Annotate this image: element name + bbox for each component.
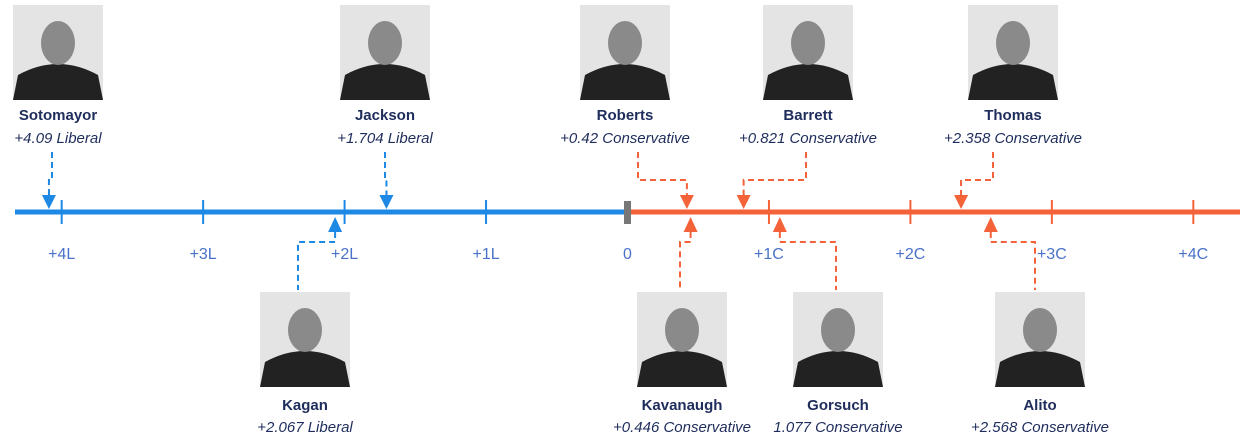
justice-name: Kagan (282, 397, 328, 414)
portrait-head (368, 21, 402, 65)
justice-score: 1.077 Conservative (773, 419, 902, 436)
tick-label: +4L (48, 246, 75, 263)
tick-label: +2L (331, 246, 358, 263)
justice-score: +4.09 Liberal (14, 130, 102, 147)
connector (680, 232, 691, 290)
portrait (13, 5, 103, 100)
justice-score: +0.446 Conservative (613, 419, 751, 436)
justice-score: +2.067 Liberal (257, 419, 353, 436)
connector (780, 232, 836, 290)
tick-label: +1L (472, 246, 499, 263)
marker-triangle (328, 217, 342, 232)
portrait-head (665, 308, 699, 352)
marker-arrow (737, 195, 751, 209)
portrait (340, 5, 430, 100)
portrait-head (41, 21, 75, 65)
justice-score: +2.568 Conservative (971, 419, 1109, 436)
marker-triangle (984, 217, 998, 232)
justice-name: Gorsuch (807, 397, 869, 414)
tick-label: +4C (1178, 246, 1208, 263)
portrait (580, 5, 670, 100)
tick-label: 0 (623, 246, 632, 263)
marker-arrow (379, 195, 393, 209)
justice-name: Barrett (783, 107, 832, 124)
connector (385, 152, 386, 196)
connector (744, 152, 806, 196)
tick-label: +2C (896, 246, 926, 263)
justice-name: Sotomayor (19, 107, 98, 124)
marker-triangle (684, 217, 698, 232)
connector (298, 232, 335, 290)
justice-score: +1.704 Liberal (337, 130, 433, 147)
connector (638, 152, 687, 196)
marker-arrow (42, 195, 56, 209)
portrait-head (288, 308, 322, 352)
portrait (793, 292, 883, 387)
justice-score: +0.42 Conservative (560, 130, 690, 147)
marker-triangle (773, 217, 787, 232)
justice-name: Thomas (984, 107, 1042, 124)
tick-label: +1C (754, 246, 784, 263)
justice-score: +2.358 Conservative (944, 130, 1082, 147)
portrait (763, 5, 853, 100)
portrait (995, 292, 1085, 387)
connector (961, 152, 993, 196)
marker-arrow (954, 195, 968, 209)
portrait-head (1023, 308, 1057, 352)
marker-arrow (680, 195, 694, 209)
tick-label: +3C (1037, 246, 1067, 263)
portrait (260, 292, 350, 387)
chart: +4L +3L +2L +1L 0 +1C +2C +3C +4C Sotomayor +4.09 … (0, 0, 1249, 438)
tick-label: +3L (190, 246, 217, 263)
portrait-head (791, 21, 825, 65)
connector (991, 232, 1035, 290)
connector (49, 152, 52, 196)
portrait-head (608, 21, 642, 65)
portrait (637, 292, 727, 387)
justice-score: +0.821 Conservative (739, 130, 877, 147)
portrait-head (821, 308, 855, 352)
justice-name: Jackson (355, 107, 415, 124)
justice-name: Roberts (597, 107, 654, 124)
portrait-head (996, 21, 1030, 65)
portrait (968, 5, 1058, 100)
justice-name: Kavanaugh (642, 397, 723, 414)
justice-name: Alito (1023, 397, 1056, 414)
